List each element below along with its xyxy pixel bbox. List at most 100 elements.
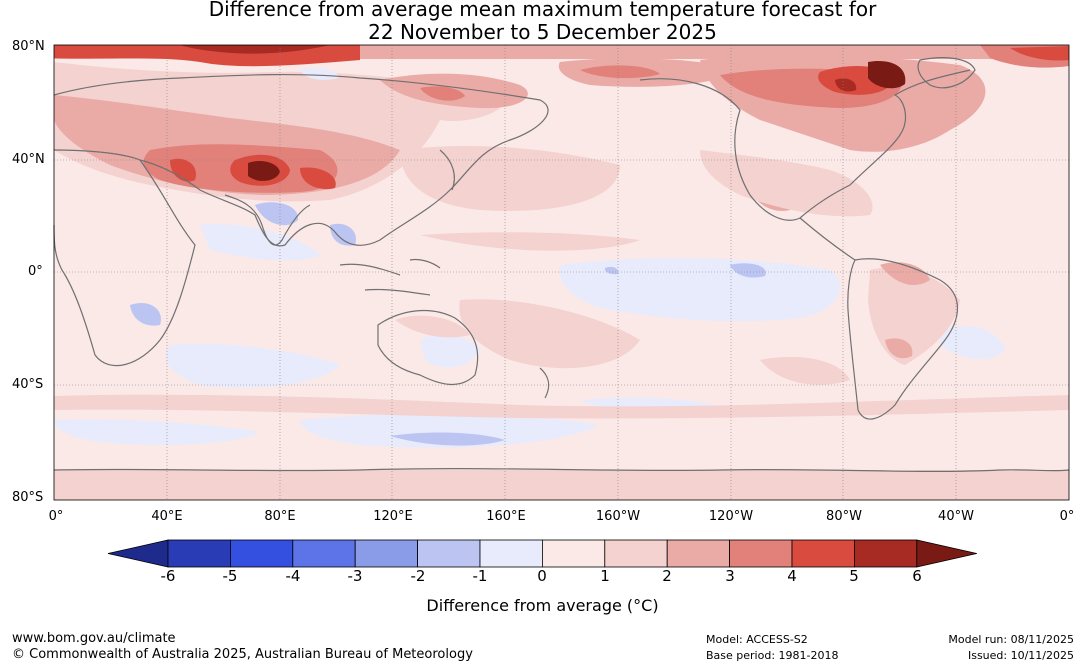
colorbar-tick: 1: [600, 567, 610, 585]
colorbar-segment: [604, 539, 668, 568]
hudson-core-2: [835, 78, 857, 92]
north-america-coast: [639, 69, 971, 221]
footer-copyright: © Commonwealth of Australia 2025, Austra…: [12, 647, 473, 662]
indochina-cool: [330, 223, 356, 246]
colorbar-segment: [854, 539, 918, 568]
india-cool: [255, 202, 299, 226]
australia-cool: [420, 334, 480, 368]
lon-label-0: 0°: [48, 509, 64, 524]
antarctica-coast: [53, 467, 1070, 472]
colorbar-tick: 0: [537, 567, 547, 585]
caspian-hot: [170, 158, 196, 182]
colorbar-segment: [542, 539, 606, 568]
colorbar-segment: [354, 539, 419, 568]
amazon-warm: [880, 262, 930, 285]
colorbar-label: Difference from average (°C): [426, 596, 659, 615]
colorbar: [107, 539, 977, 568]
se-pacific-warm: [760, 356, 850, 385]
southern-warm-band-2: [54, 394, 1069, 419]
eurasia-coast: [53, 73, 549, 247]
lon-label-80e: 80°E: [264, 509, 296, 524]
mid-pacific-band: [420, 232, 640, 251]
central-america-coast: [799, 217, 856, 261]
coastlines: [53, 57, 1070, 472]
tibet-core: [248, 161, 280, 181]
greenland-coast: [917, 57, 976, 89]
us-gulf-warm: [700, 150, 873, 217]
colorbar-tick: -3: [347, 567, 363, 585]
map-frame: [53, 44, 1070, 501]
colorbar-arrow-right: [916, 539, 977, 568]
mongolia-hot: [300, 167, 336, 190]
lon-label-120w: 120°W: [708, 509, 754, 524]
colorbar-tick: -6: [160, 567, 176, 585]
bering-hot: [580, 65, 660, 79]
lon-label-120e: 120°E: [373, 509, 413, 524]
south-indian-cool: [166, 343, 340, 388]
colorbar-tick: 5: [849, 567, 859, 585]
colorbar-segment: [292, 539, 356, 568]
new-zealand-coast: [539, 367, 550, 399]
southern-ocean-cool-3: [390, 432, 505, 446]
equatorial-pacific-cool: [559, 258, 840, 322]
south-america-coast: [847, 258, 958, 420]
east-siberia-hot: [420, 86, 465, 101]
atlantic-cool: [940, 326, 1005, 360]
pacific-cool-spot: [604, 266, 619, 275]
footer-base-period: Base period: 1981-2018: [706, 649, 839, 662]
lon-label-80w: 80°W: [826, 509, 862, 524]
lon-label-40w: 40°W: [938, 509, 974, 524]
footer-model-run: Model run: 08/11/2025: [948, 633, 1074, 646]
map-title-line1: Difference from average mean maximum tem…: [208, 0, 877, 21]
colorbar-tick: -2: [410, 567, 426, 585]
indian-ocean-cool: [200, 224, 320, 261]
colorbar-arrow-left: [107, 539, 169, 568]
lat-label-0: 0°: [28, 264, 43, 279]
southern-ocean-cool-2: [300, 413, 600, 448]
india-coast: [224, 194, 311, 246]
colorbar-tick: -4: [285, 567, 301, 585]
madagascar-cool: [130, 302, 161, 326]
graticule: [54, 45, 1069, 500]
colorbar-tick: 6: [912, 567, 922, 585]
lon-label-160w: 160°W: [595, 509, 641, 524]
japan-coast: [439, 149, 455, 191]
south-america-hot: [885, 338, 913, 359]
map-title-line2: 22 November to 5 December 2025: [368, 20, 717, 44]
colorbar-tick: 2: [662, 567, 672, 585]
footer-issued: Issued: 10/11/2025: [967, 649, 1074, 662]
colorbar-segment: [666, 539, 731, 568]
colorbar-tick: -1: [472, 567, 488, 585]
colorbar-segment: [167, 539, 231, 568]
arctic-east-core: [1010, 46, 1069, 61]
arctic-cool-spot: [300, 68, 339, 80]
southern-ocean-cool-1: [54, 419, 260, 445]
australia-warm: [395, 315, 470, 338]
lon-label-0-east: 0°: [1059, 509, 1075, 524]
hudson-core-1: [868, 60, 906, 89]
colorbar-tick: 4: [787, 567, 797, 585]
lon-label-40e: 40°E: [151, 509, 183, 524]
lat-label-40s: 40°S: [12, 377, 44, 392]
north-pacific-band: [400, 145, 620, 211]
maritime-se-asia: [339, 258, 441, 296]
lon-label-160e: 160°E: [486, 509, 526, 524]
colorbar-tick: 3: [725, 567, 735, 585]
footer-model: Model: ACCESS-S2: [706, 633, 808, 646]
south-pacific-warm: [459, 299, 640, 369]
colorbar-segment: [729, 539, 793, 568]
lat-label-40n: 40°N: [12, 152, 45, 167]
australia-coast: [377, 309, 479, 386]
lat-label-80s: 80°S: [12, 490, 44, 505]
southern-warm-band: [54, 470, 1069, 500]
colorbar-segment: [417, 539, 481, 568]
colorbar-segment: [791, 539, 855, 568]
footer-website[interactable]: www.bom.gov.au/climate: [12, 631, 176, 646]
lat-label-80n: 80°N: [12, 39, 45, 54]
colorbar-tick: -5: [222, 567, 238, 585]
colorbar-segment: [229, 539, 294, 568]
arctic-hot-core: [180, 45, 330, 54]
colorbar-segment: [479, 539, 543, 568]
equatorial-pacific-cool-core: [730, 263, 766, 278]
